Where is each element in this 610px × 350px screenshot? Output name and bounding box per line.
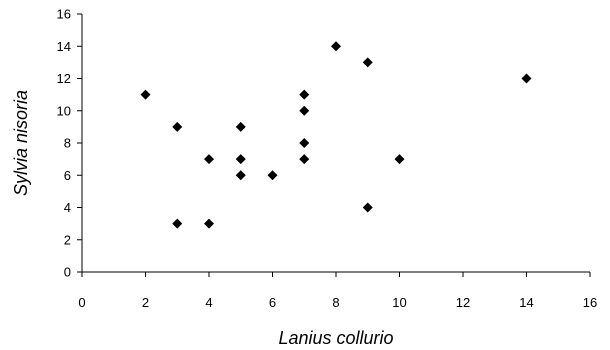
x-tick-label: 10	[392, 295, 406, 310]
data-point	[394, 154, 405, 165]
x-axis-title: Lanius collurio	[278, 328, 393, 348]
x-tick-label: 0	[78, 295, 85, 310]
data-point	[267, 170, 278, 181]
data-point	[204, 154, 214, 165]
data-point	[362, 57, 373, 68]
y-tick-label: 16	[57, 7, 71, 22]
data-points	[140, 41, 532, 229]
data-point	[331, 41, 341, 52]
x-tick-label: 8	[332, 295, 339, 310]
data-point	[172, 218, 183, 229]
x-tick-label: 2	[142, 295, 149, 310]
y-axis: 0 2 4 6 8 10 12 14 16	[57, 7, 83, 280]
y-tick-label: 0	[64, 265, 71, 280]
data-point	[521, 73, 532, 84]
x-axis: 0 2 4 6 8 10 12 14 16	[78, 271, 597, 310]
data-point	[299, 154, 310, 165]
data-point	[299, 89, 310, 100]
y-tick-label: 10	[57, 103, 71, 118]
data-point	[235, 170, 246, 181]
data-point	[299, 105, 310, 116]
x-tick-label: 16	[583, 295, 597, 310]
data-point	[204, 218, 214, 229]
data-point	[362, 202, 373, 213]
x-tick-label: 4	[205, 295, 212, 310]
data-point	[172, 121, 183, 132]
y-tick-label: 6	[64, 168, 71, 183]
y-tick-label: 4	[64, 200, 71, 215]
x-tick-label: 14	[519, 295, 533, 310]
y-tick-label: 12	[57, 71, 71, 86]
data-point	[235, 154, 246, 165]
x-tick-label: 12	[456, 295, 470, 310]
data-point	[235, 121, 246, 132]
y-tick-label: 14	[57, 39, 71, 54]
y-tick-label: 2	[64, 232, 71, 247]
y-axis-title: Sylvia nisoria	[11, 90, 31, 196]
data-point	[140, 89, 151, 100]
y-tick-label: 8	[64, 136, 71, 151]
x-tick-label: 6	[269, 295, 276, 310]
data-point	[299, 138, 310, 148]
